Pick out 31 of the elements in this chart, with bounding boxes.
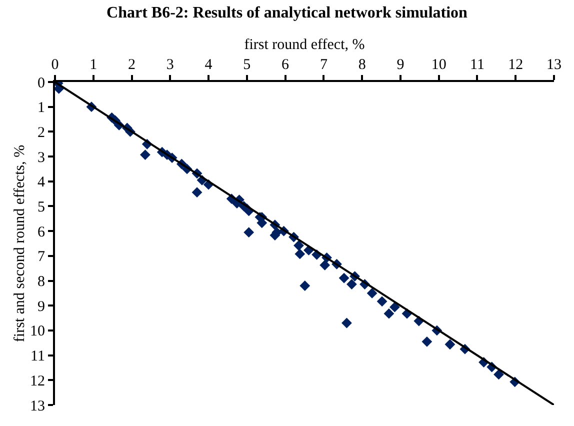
x-tick-label: 10	[431, 57, 446, 73]
y-tick-label: 3	[38, 150, 45, 166]
x-tick-label: 7	[320, 57, 328, 73]
y-tick-label: 12	[30, 373, 45, 390]
x-axis-title: first round effect, %	[244, 36, 365, 53]
y-tick-label: 8	[38, 274, 45, 290]
y-tick-label: 11	[30, 348, 45, 365]
chart-title: Chart B6-2: Results of analytical network simulation	[106, 4, 468, 22]
y-tick-label: 1	[38, 100, 45, 116]
y-tick-label: 9	[38, 298, 45, 315]
x-tick-label: 5	[243, 57, 251, 73]
x-tick-label: 0	[51, 57, 59, 73]
x-tick-label: 1	[90, 57, 98, 73]
y-tick-label: 10	[30, 324, 45, 340]
y-tick-label: 2	[38, 124, 45, 141]
y-axis-title: first and second round effects, %	[12, 144, 28, 342]
x-tick-label: 6	[282, 57, 290, 73]
x-tick-label: 3	[166, 57, 174, 73]
y-tick-label: 6	[38, 224, 46, 240]
x-tick-label: 2	[128, 57, 136, 73]
y-tick-label: 13	[30, 398, 45, 414]
y-tick-label: 7	[38, 249, 46, 266]
y-tick-label: 5	[38, 199, 45, 216]
x-tick-label: 11	[470, 57, 484, 73]
x-tick-label: 4	[204, 57, 213, 73]
x-tick-label: 13	[546, 57, 562, 73]
y-tick-label: 0	[38, 75, 45, 92]
x-tick-label: 12	[508, 57, 524, 73]
x-tick-label: 8	[358, 57, 366, 73]
x-tick-label: 9	[396, 57, 404, 73]
y-tick-label: 4	[38, 174, 46, 191]
